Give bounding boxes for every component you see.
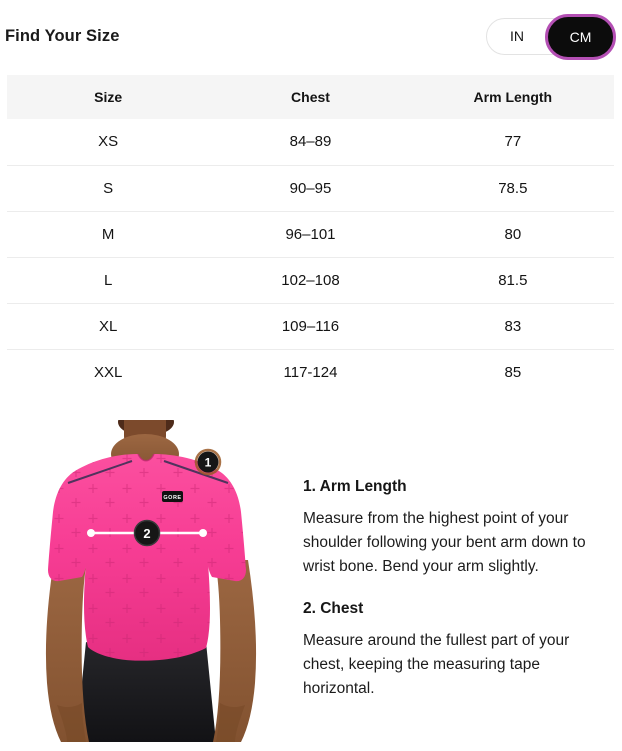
cell-size: M xyxy=(101,225,115,243)
size-table: Size Chest Arm Length XS 84–89 77 S 90–9… xyxy=(7,75,614,395)
instruction-1-body: Measure from the highest point of your s… xyxy=(303,510,586,576)
figure-shorts xyxy=(76,642,216,742)
figure-right-arm xyxy=(213,560,257,742)
figure-left-arm xyxy=(45,560,89,742)
unit-cm-button[interactable]: CM xyxy=(545,13,616,60)
cell-chest: 90–95 xyxy=(289,179,332,197)
column-header-arm-length: Arm Length xyxy=(411,75,614,119)
page-title: Find Your Size xyxy=(5,26,120,45)
size-table-header-row: Size Chest Arm Length xyxy=(7,75,614,119)
cell-size: L xyxy=(103,271,113,289)
cell-size: XL xyxy=(98,317,118,335)
cell-chest: 117-124 xyxy=(283,363,338,381)
instruction-1-title: 1. Arm Length xyxy=(303,478,407,495)
figure-left-hand xyxy=(57,703,86,742)
figure-left-seam xyxy=(67,460,133,484)
measurement-instructions: 1. Arm Length Measure from the highest p… xyxy=(303,478,606,722)
marker-1-circle xyxy=(197,451,219,473)
cell-arm-length: 83 xyxy=(504,317,522,335)
size-guide-header: Find Your Size IN CM xyxy=(5,13,616,60)
table-row: XL 109–116 83 xyxy=(7,303,614,349)
instruction-2-body: Measure around the fullest part of your … xyxy=(303,632,570,698)
cell-arm-length: 81.5 xyxy=(498,271,528,289)
figure-right-hand xyxy=(216,703,245,742)
chest-line-left-dot xyxy=(87,529,95,537)
cell-size: XXL xyxy=(93,363,123,381)
cell-chest: 109–116 xyxy=(281,317,340,335)
figure-right-seam xyxy=(163,460,229,484)
cell-chest: 102–108 xyxy=(281,271,340,289)
table-row: M 96–101 80 xyxy=(7,211,614,257)
cell-chest: 96–101 xyxy=(285,225,336,243)
cell-size: S xyxy=(103,179,114,197)
unit-in-button[interactable]: IN xyxy=(487,19,547,54)
cell-arm-length: 85 xyxy=(504,363,522,381)
cell-size: XS xyxy=(98,133,119,151)
instruction-2-title: 2. Chest xyxy=(303,600,364,618)
measurement-figure-image: GORE 1 2 xyxy=(42,420,292,742)
chest-line-right-dot xyxy=(199,529,207,537)
marker-2-circle xyxy=(133,519,161,547)
marker-1-label: 1 xyxy=(205,456,212,470)
unit-toggle: IN CM xyxy=(486,13,616,60)
table-row: L 102–108 81.5 xyxy=(7,257,614,303)
cell-arm-length: 78.5 xyxy=(498,179,528,197)
table-row: XS 84–89 77 xyxy=(7,119,614,165)
cell-chest: 84–89 xyxy=(289,133,332,151)
table-row: S 90–95 78.5 xyxy=(7,165,614,211)
figure-shirt-pattern xyxy=(48,454,246,661)
marker-1-ring xyxy=(194,448,222,476)
shirt-logo-badge xyxy=(162,491,183,502)
cell-arm-length: 80 xyxy=(504,225,522,243)
column-header-size: Size xyxy=(7,75,210,119)
marker-2-label: 2 xyxy=(143,526,150,541)
shirt-logo-text: GORE xyxy=(163,495,181,501)
cell-arm-length: 77 xyxy=(504,133,522,151)
column-header-chest: Chest xyxy=(209,75,412,119)
table-row: XXL 117-124 85 xyxy=(7,349,614,395)
figure-collar xyxy=(137,453,155,462)
